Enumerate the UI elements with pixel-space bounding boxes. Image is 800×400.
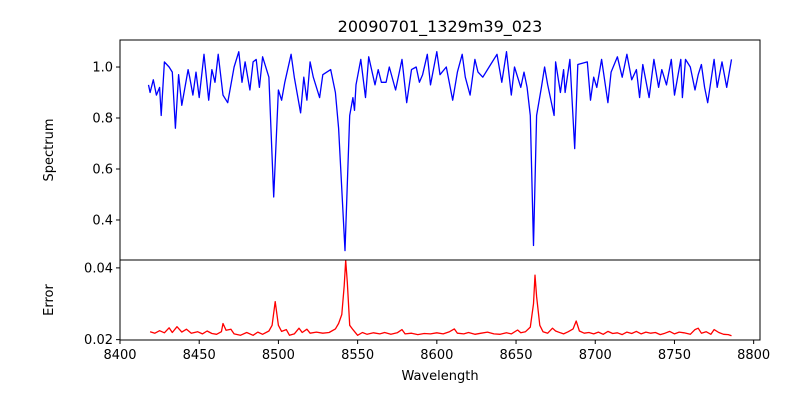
error-frame [119, 259, 761, 341]
y-tick-label: 0.4 [92, 213, 113, 228]
spectrum-y-ticks: 0.4 0.6 0.8 1.0 [92, 61, 120, 228]
y-tick-label: 0.6 [92, 162, 113, 177]
x-axis-label: Wavelength [401, 369, 478, 384]
error-y-label: Error [42, 284, 57, 316]
x-tick-label: 8550 [341, 348, 374, 363]
spectrum-axes: 0.4 0.6 0.8 1.0 Spectrum [42, 39, 761, 261]
x-tick-label: 8800 [737, 348, 770, 363]
y-tick-label: 1.0 [92, 61, 113, 76]
y-tick-label: 0.02 [84, 333, 113, 348]
y-tick-label: 0.8 [92, 112, 113, 127]
x-tick-label: 8700 [579, 348, 612, 363]
error-line [149, 259, 732, 337]
spectrum-y-label: Spectrum [42, 119, 57, 182]
x-tick-label: 8450 [183, 348, 216, 363]
x-tick-label: 8400 [103, 348, 136, 363]
x-tick-label: 8750 [658, 348, 691, 363]
y-tick-label: 0.04 [84, 261, 113, 276]
spectrum-line [147, 51, 733, 252]
x-tick-label: 8500 [262, 348, 295, 363]
chart-title: 20090701_1329m39_023 [338, 17, 543, 37]
x-tick-label: 8600 [420, 348, 453, 363]
error-axes: 0.02 0.04 8400 8450 8500 8550 8600 8650 8700 875… [42, 259, 770, 384]
error-y-ticks: 0.02 0.04 [84, 261, 120, 348]
x-ticks: 8400 8450 8500 8550 8600 8650 8700 8750 8800 [103, 340, 770, 363]
x-tick-label: 8650 [499, 348, 532, 363]
